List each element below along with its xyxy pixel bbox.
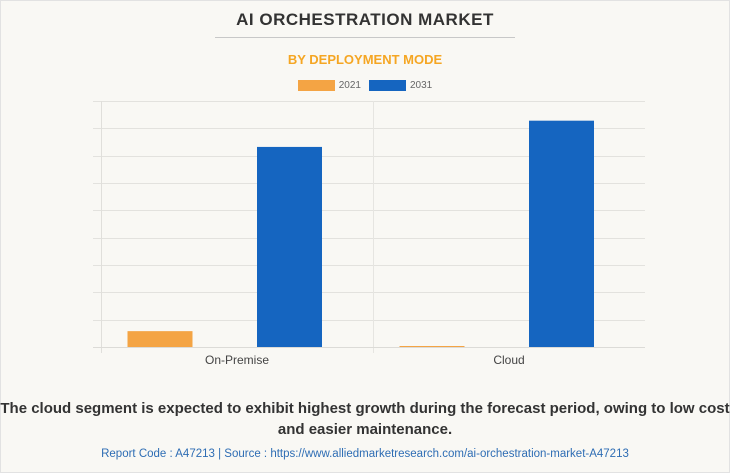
chart-subtitle: BY DEPLOYMENT MODE: [287, 52, 443, 67]
legend-item-2021[interactable]: 2021: [297, 80, 361, 91]
title-divider: [215, 37, 515, 38]
chart-title: AI ORCHESTRATION MARKET: [236, 10, 494, 29]
source-line[interactable]: Report Code : A47213 | Source : https://…: [101, 448, 629, 460]
legend-swatch-2031: [369, 80, 406, 91]
bar-2031-cloud: [529, 120, 594, 348]
legend-label-2021: 2021: [338, 80, 361, 91]
chart-summary: The cloud segment is expected to exhibit…: [0, 400, 730, 438]
legend-label-2031: 2031: [410, 80, 433, 91]
legend: 2021 2031: [0, 80, 730, 91]
bar-2021-cloud: [399, 346, 465, 347]
x-tick-label: On-Premise: [205, 353, 269, 367]
bar-2031-on-premise: [257, 146, 322, 347]
legend-item-2031[interactable]: 2031: [369, 80, 432, 91]
x-tick-label: Cloud: [493, 353, 524, 367]
legend-swatch-2021: [297, 80, 335, 91]
bar-2021-on-premise: [127, 331, 193, 347]
